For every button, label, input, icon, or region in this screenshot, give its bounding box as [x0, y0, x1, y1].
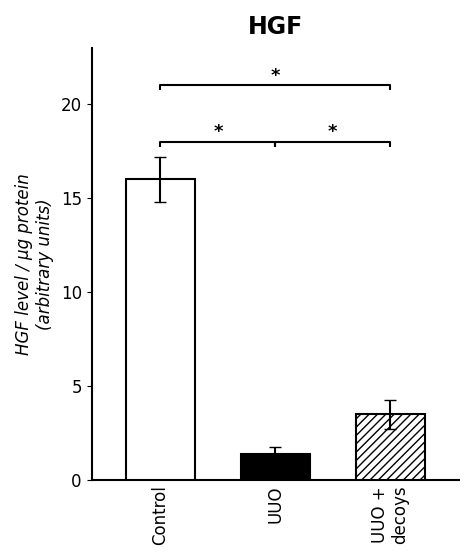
Text: *: * [213, 123, 223, 141]
Bar [241, 454, 310, 480]
Bar [126, 180, 195, 480]
Y-axis label: HGF level / μg protein
(arbitrary units): HGF level / μg protein (arbitrary units) [15, 173, 54, 355]
Bar [356, 414, 425, 480]
Text: *: * [328, 123, 337, 141]
Text: *: * [271, 67, 280, 85]
Title: HGF: HGF [248, 15, 303, 39]
